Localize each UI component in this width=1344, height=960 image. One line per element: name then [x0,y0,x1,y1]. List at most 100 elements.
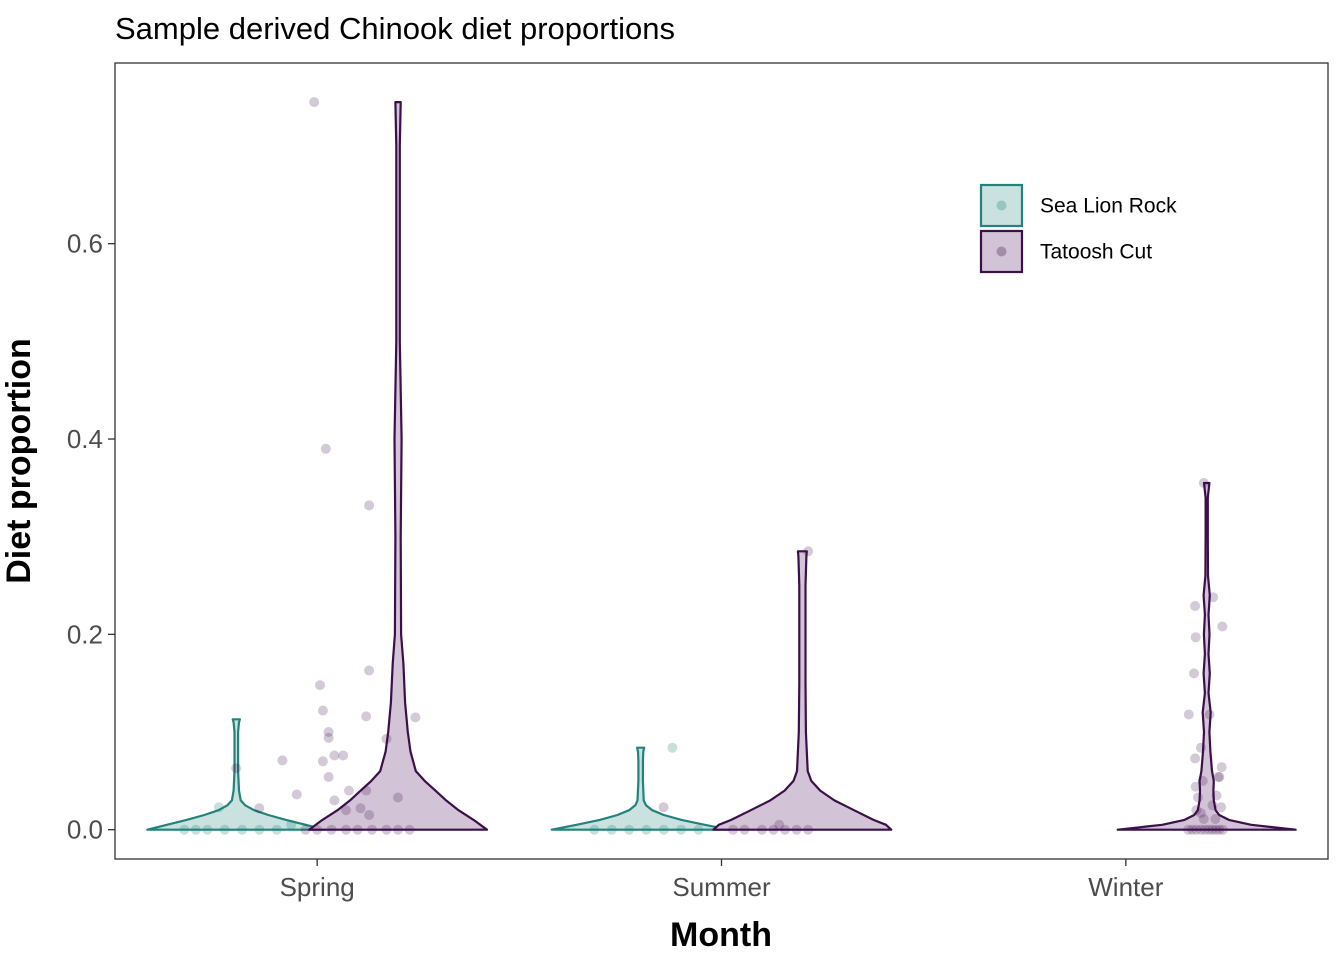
data-point-tatoosh-cut [291,789,302,800]
data-point-tatoosh-cut [1190,753,1201,764]
violin-sea-lion-rock-spring [146,718,327,831]
data-point-sea-lion-rock [214,802,224,813]
data-point-tatoosh-cut [410,712,421,723]
data-point-tatoosh-cut [367,824,377,835]
y-tick-label: 0.6 [67,229,103,259]
data-point-tatoosh-cut [1210,814,1221,824]
data-point-tatoosh-cut [1217,621,1228,632]
data-point-tatoosh-cut [1190,781,1201,792]
legend-key-tatoosh-cut [979,229,1024,274]
data-point-tatoosh-cut [1183,709,1194,720]
data-point-sea-lion-rock [693,824,704,835]
data-point-tatoosh-cut [1214,824,1225,835]
data-point-sea-lion-rock [641,824,652,835]
data-point-sea-lion-rock [219,824,230,835]
data-point-tatoosh-cut [780,824,790,835]
data-point-tatoosh-cut [1216,762,1227,773]
violin-sea-lion-rock-summer [550,746,731,831]
data-point-tatoosh-cut [381,824,392,835]
data-point-sea-lion-rock [202,824,213,835]
data-point-tatoosh-cut [364,500,375,511]
data-point-tatoosh-cut [341,805,351,816]
data-point-tatoosh-cut [300,824,311,835]
x-tick-label-winter: Winter [1088,872,1163,902]
data-point-tatoosh-cut [1189,668,1199,679]
plot-area [146,97,1297,835]
violin-tatoosh-cut-spring [308,101,489,831]
data-point-tatoosh-cut [254,803,265,814]
data-point-tatoosh-cut [1211,790,1222,801]
legend-label-tatoosh-cut: Tatoosh Cut [1040,241,1152,264]
data-point-tatoosh-cut [1207,800,1218,811]
data-point-tatoosh-cut [315,680,325,691]
x-axis: Spring Summer Winter [280,859,1164,902]
data-point-tatoosh-cut [323,727,334,737]
y-tick-label: 0.4 [67,424,103,454]
data-point-tatoosh-cut [1183,824,1194,835]
data-point-sea-lion-rock [254,824,265,835]
data-point-tatoosh-cut [1204,709,1215,720]
data-point-tatoosh-cut [1187,824,1198,835]
chart-title: Sample derived Chinook diet proportions [115,11,675,46]
data-point-tatoosh-cut [803,824,814,835]
data-point-tatoosh-cut [1191,824,1202,835]
data-point-tatoosh-cut [1190,601,1201,611]
data-point-tatoosh-cut [355,803,366,814]
y-tick-label: 0.2 [67,619,103,649]
data-point-tatoosh-cut [364,665,375,676]
data-point-tatoosh-cut [352,824,363,835]
data-point-tatoosh-cut [317,705,328,716]
data-point-sea-lion-rock [667,742,678,753]
data-point-tatoosh-cut [1208,592,1219,603]
data-point-tatoosh-cut [768,824,779,835]
data-point-tatoosh-cut [277,755,288,766]
x-tick-label-summer: Summer [672,872,771,902]
data-point-tatoosh-cut [1195,824,1206,835]
x-tick-label-spring: Spring [280,872,355,902]
data-point-tatoosh-cut [1193,792,1203,803]
legend-point-sea-lion-rock [996,200,1007,211]
data-point-tatoosh-cut [1191,805,1202,816]
data-point-tatoosh-cut [1211,824,1221,835]
legend: Sea Lion Rock Tatoosh Cut [979,183,1177,274]
data-point-tatoosh-cut [791,824,802,835]
data-point-tatoosh-cut [1197,775,1208,786]
data-point-tatoosh-cut [739,824,750,835]
data-point-tatoosh-cut [312,824,323,835]
data-point-tatoosh-cut [343,785,354,796]
data-point-tatoosh-cut [317,756,328,767]
data-point-tatoosh-cut [774,819,785,830]
y-tick-label: 0.0 [67,815,103,845]
data-point-sea-lion-rock [237,824,248,835]
data-point-tatoosh-cut [1190,632,1201,643]
legend-label-sea-lion-rock: Sea Lion Rock [1040,195,1177,218]
plot-border [114,62,1329,860]
data-point-tatoosh-cut [323,772,334,782]
data-point-tatoosh-cut [361,711,372,722]
data-point-tatoosh-cut [329,795,340,806]
legend-point-tatoosh-cut [996,246,1007,257]
data-point-tatoosh-cut [1217,824,1228,835]
data-point-tatoosh-cut [728,824,738,835]
data-point-tatoosh-cut [393,824,403,835]
data-point-tatoosh-cut [1216,802,1227,813]
data-point-tatoosh-cut [404,824,415,835]
data-point-tatoosh-cut [1214,772,1225,782]
data-point-sea-lion-rock [179,824,190,835]
y-axis: 0.0 0.2 0.4 0.6 [67,229,115,845]
data-point-tatoosh-cut [338,750,349,761]
data-point-tatoosh-cut [756,824,767,835]
data-point-tatoosh-cut [393,792,403,803]
data-point-sea-lion-rock [676,824,687,835]
data-point-tatoosh-cut [320,443,331,454]
data-point-sea-lion-rock [589,824,600,835]
data-point-tatoosh-cut [1195,808,1206,819]
data-point-sea-lion-rock [624,824,635,835]
data-point-tatoosh-cut [1207,824,1218,835]
data-point-sea-lion-rock [606,824,617,835]
data-point-tatoosh-cut [231,763,242,774]
data-point-sea-lion-rock [658,824,669,835]
legend-key-sea-lion-rock [979,183,1024,228]
data-point-tatoosh-cut [323,732,334,743]
